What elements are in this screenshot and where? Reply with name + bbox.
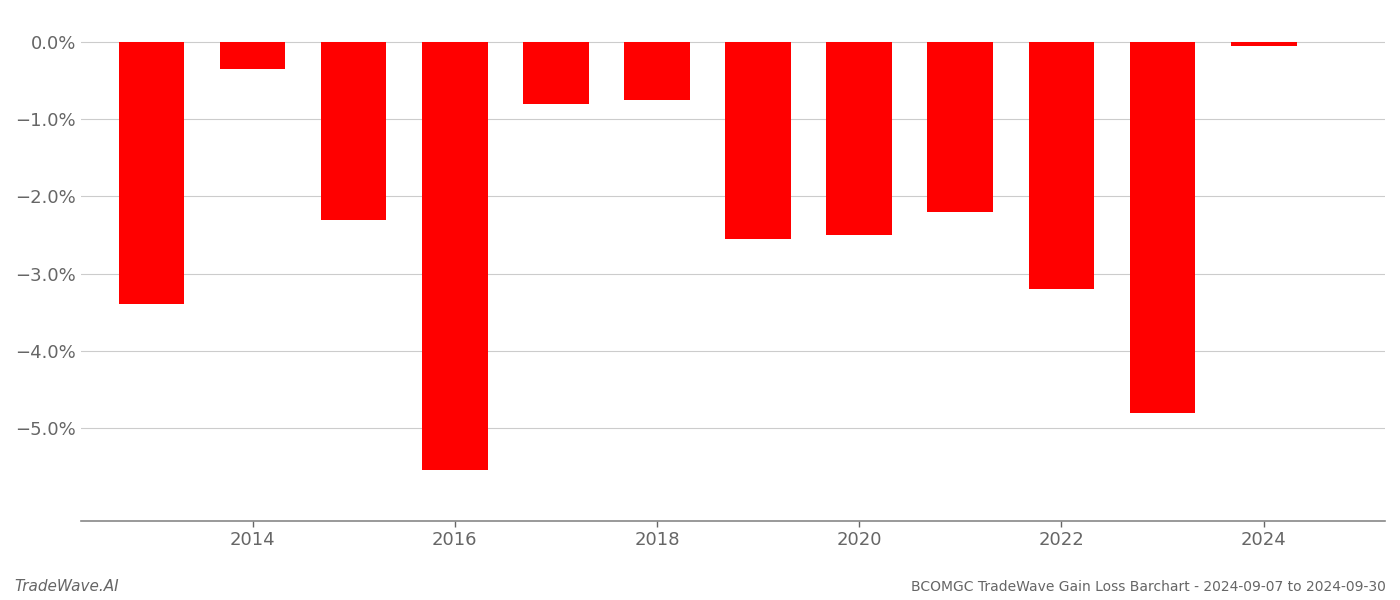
Bar [119,42,185,304]
Bar [725,42,791,239]
Bar [826,42,892,235]
Bar [220,42,286,69]
Bar [624,42,690,100]
Bar [421,42,487,470]
Bar [1029,42,1095,289]
Text: BCOMGC TradeWave Gain Loss Barchart - 2024-09-07 to 2024-09-30: BCOMGC TradeWave Gain Loss Barchart - 20… [911,580,1386,594]
Bar [1231,42,1296,46]
Bar [927,42,993,212]
Text: TradeWave.AI: TradeWave.AI [14,579,119,594]
Bar [321,42,386,220]
Bar [524,42,589,104]
Bar [1130,42,1196,413]
